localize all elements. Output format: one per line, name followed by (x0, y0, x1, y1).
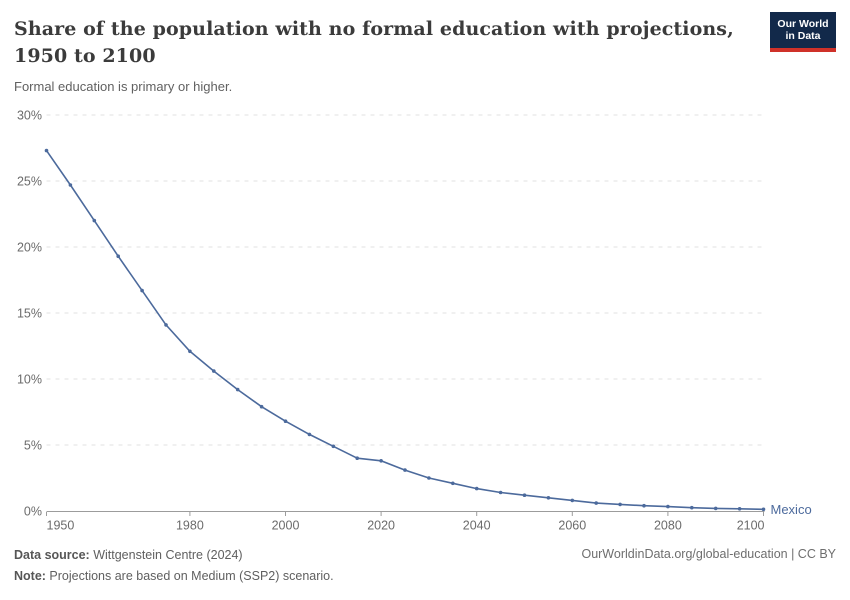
series-line-mexico (45, 149, 765, 511)
note-label: Note: (14, 569, 46, 584)
y-tick-label: 0% (24, 505, 42, 519)
data-point (713, 506, 718, 511)
data-point (690, 505, 694, 510)
x-tick-label: 2100 (737, 519, 765, 533)
data-point (474, 486, 479, 491)
data-point (570, 498, 575, 503)
note-line: Note: Projections are based on Medium (S… (14, 566, 836, 587)
data-point (498, 490, 503, 495)
data-source-label: Data source: (14, 548, 90, 562)
x-tick-label: 2040 (463, 519, 491, 533)
data-point (235, 387, 240, 392)
footer-left: Data source: Wittgenstein Centre (2024) … (14, 545, 836, 588)
owid-logo-line2: in Data (785, 30, 821, 42)
data-point (427, 476, 431, 480)
data-point (546, 496, 551, 500)
data-point (44, 148, 49, 153)
chart-header: Share of the population with no formal e… (14, 16, 836, 94)
data-point (379, 459, 383, 463)
data-point (307, 432, 312, 437)
y-tick-label: 15% (17, 307, 42, 321)
note-text: Projections are based on Medium (SSP2) s… (45, 569, 334, 584)
page-title-line1: Share of the population with no formal e… (14, 18, 734, 40)
x-tick-label: 1980 (176, 519, 204, 533)
data-point (594, 501, 598, 505)
y-tick-label: 30% (17, 109, 42, 123)
line-chart: 0% 5% 10% 15% 20% 25% 30% 1950 1980 2000 2020 2040 2… (17, 109, 812, 533)
data-point (259, 404, 264, 409)
data-source-line: Data source: Wittgenstein Centre (2024) (14, 545, 836, 566)
data-point (403, 468, 407, 472)
x-tick-label: 2000 (272, 519, 300, 533)
data-point (140, 288, 144, 293)
page-title-line2: 1950 to 2100 (14, 44, 156, 67)
x-tick-label: 2020 (367, 519, 395, 533)
data-point (68, 183, 73, 187)
y-tick-label: 20% (17, 241, 42, 255)
chart-footer: Data source: Wittgenstein Centre (2024) … (14, 545, 836, 588)
x-tick-label: 1950 (47, 519, 75, 533)
owid-logo[interactable]: Our World in Data (770, 12, 836, 52)
data-point (164, 323, 168, 327)
data-point (451, 481, 455, 486)
data-point (522, 493, 527, 498)
page-title: Share of the population with no formal e… (14, 16, 744, 70)
data-point (737, 507, 742, 511)
y-tick-label: 5% (24, 439, 42, 453)
data-source-text: Wittgenstein Centre (2024) (89, 548, 243, 562)
series-end-label: Mexico (771, 502, 812, 517)
data-point (761, 507, 766, 512)
data-point (92, 218, 97, 223)
data-point (212, 369, 216, 373)
page-subtitle: Formal education is primary or higher. (14, 78, 233, 94)
data-point (116, 254, 120, 258)
y-tick-label: 25% (17, 175, 42, 189)
attribution-link[interactable]: OurWorldinData.org/global-education | CC… (581, 547, 836, 561)
owid-logo-line1: Our World (777, 17, 829, 30)
data-point (666, 504, 670, 509)
data-point (642, 503, 646, 508)
x-tick-label: 2060 (558, 519, 586, 533)
data-point (188, 349, 192, 354)
data-point (355, 456, 360, 461)
data-point (331, 444, 336, 449)
data-point (283, 419, 288, 424)
y-tick-label: 10% (17, 373, 42, 387)
x-tick-label: 2080 (654, 519, 682, 533)
data-point (618, 502, 622, 507)
